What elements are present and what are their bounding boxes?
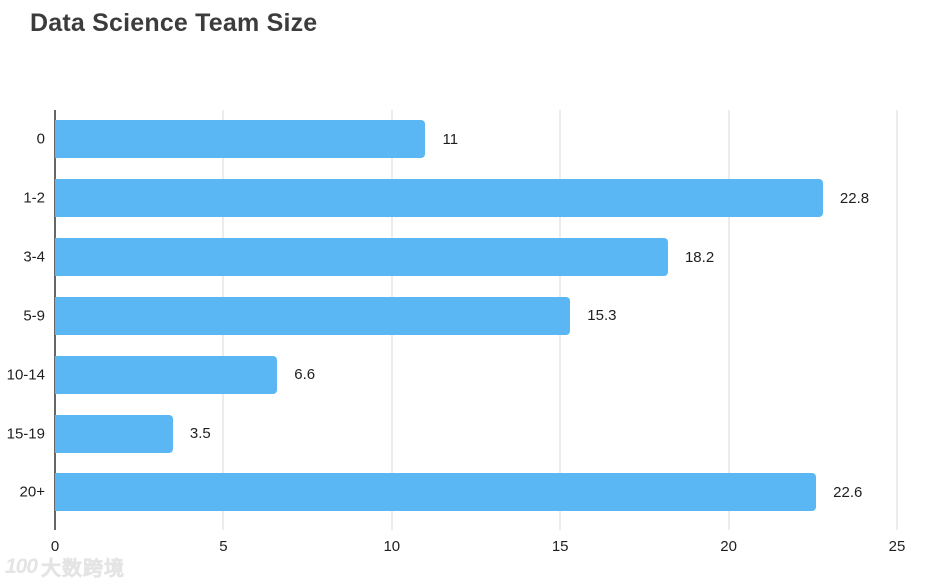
value-label: 18.2	[684, 248, 715, 266]
bar	[55, 179, 823, 218]
category-label: 1-2	[23, 189, 45, 207]
x-tick-label: 5	[219, 538, 228, 555]
watermark-text: 大数跨境	[41, 558, 126, 581]
x-tick-label: 20	[720, 538, 737, 555]
watermark: 100 大数跨境	[5, 552, 125, 581]
value-label: 6.6	[294, 366, 316, 384]
bar	[55, 414, 173, 453]
bar	[55, 238, 668, 277]
bar	[55, 296, 571, 335]
category-label: 15-19	[6, 425, 45, 443]
value-label: 3.5	[189, 425, 211, 443]
bar-row: 1-2 22.8	[23, 169, 897, 228]
category-label: 5-9	[23, 307, 45, 325]
bar-row: 10-14 6.6	[7, 345, 897, 404]
bar-row: 5-9 15.3	[23, 287, 897, 346]
value-label: 22.8	[839, 189, 870, 207]
bar	[55, 355, 278, 394]
x-tick-label: 15	[551, 538, 569, 555]
chart-title: Data Science Team Size	[30, 9, 318, 37]
bar-row: 20+ 22.6	[20, 463, 897, 522]
value-label: 11	[442, 130, 459, 148]
category-label: 3-4	[23, 248, 45, 266]
bar-row: 3-4 18.2	[23, 228, 897, 287]
category-label: 0	[36, 130, 45, 148]
x-tick-label: 0	[50, 538, 60, 555]
x-tick-label: 25	[888, 538, 906, 555]
bar	[55, 120, 426, 159]
plot-area: 0 11 1-2 22.8 3-4 18.2 5-9 15.3 10-14 6.6 15-19 3.5…	[7, 110, 897, 522]
bar-row: 0 11	[37, 110, 897, 169]
category-label: 10-14	[6, 366, 45, 384]
x-axis: 0 5 10 15 20 25	[51, 538, 906, 558]
category-label: 20+	[19, 483, 45, 501]
x-tick-label: 10	[383, 538, 401, 555]
gridline	[728, 110, 730, 530]
value-label: 22.6	[833, 483, 863, 501]
watermark-logo-icon: 100	[5, 554, 38, 578]
bar-row: 15-19 3.5	[7, 404, 897, 463]
bar	[55, 473, 817, 512]
value-label: 15.3	[587, 307, 617, 325]
gridline	[896, 110, 898, 530]
